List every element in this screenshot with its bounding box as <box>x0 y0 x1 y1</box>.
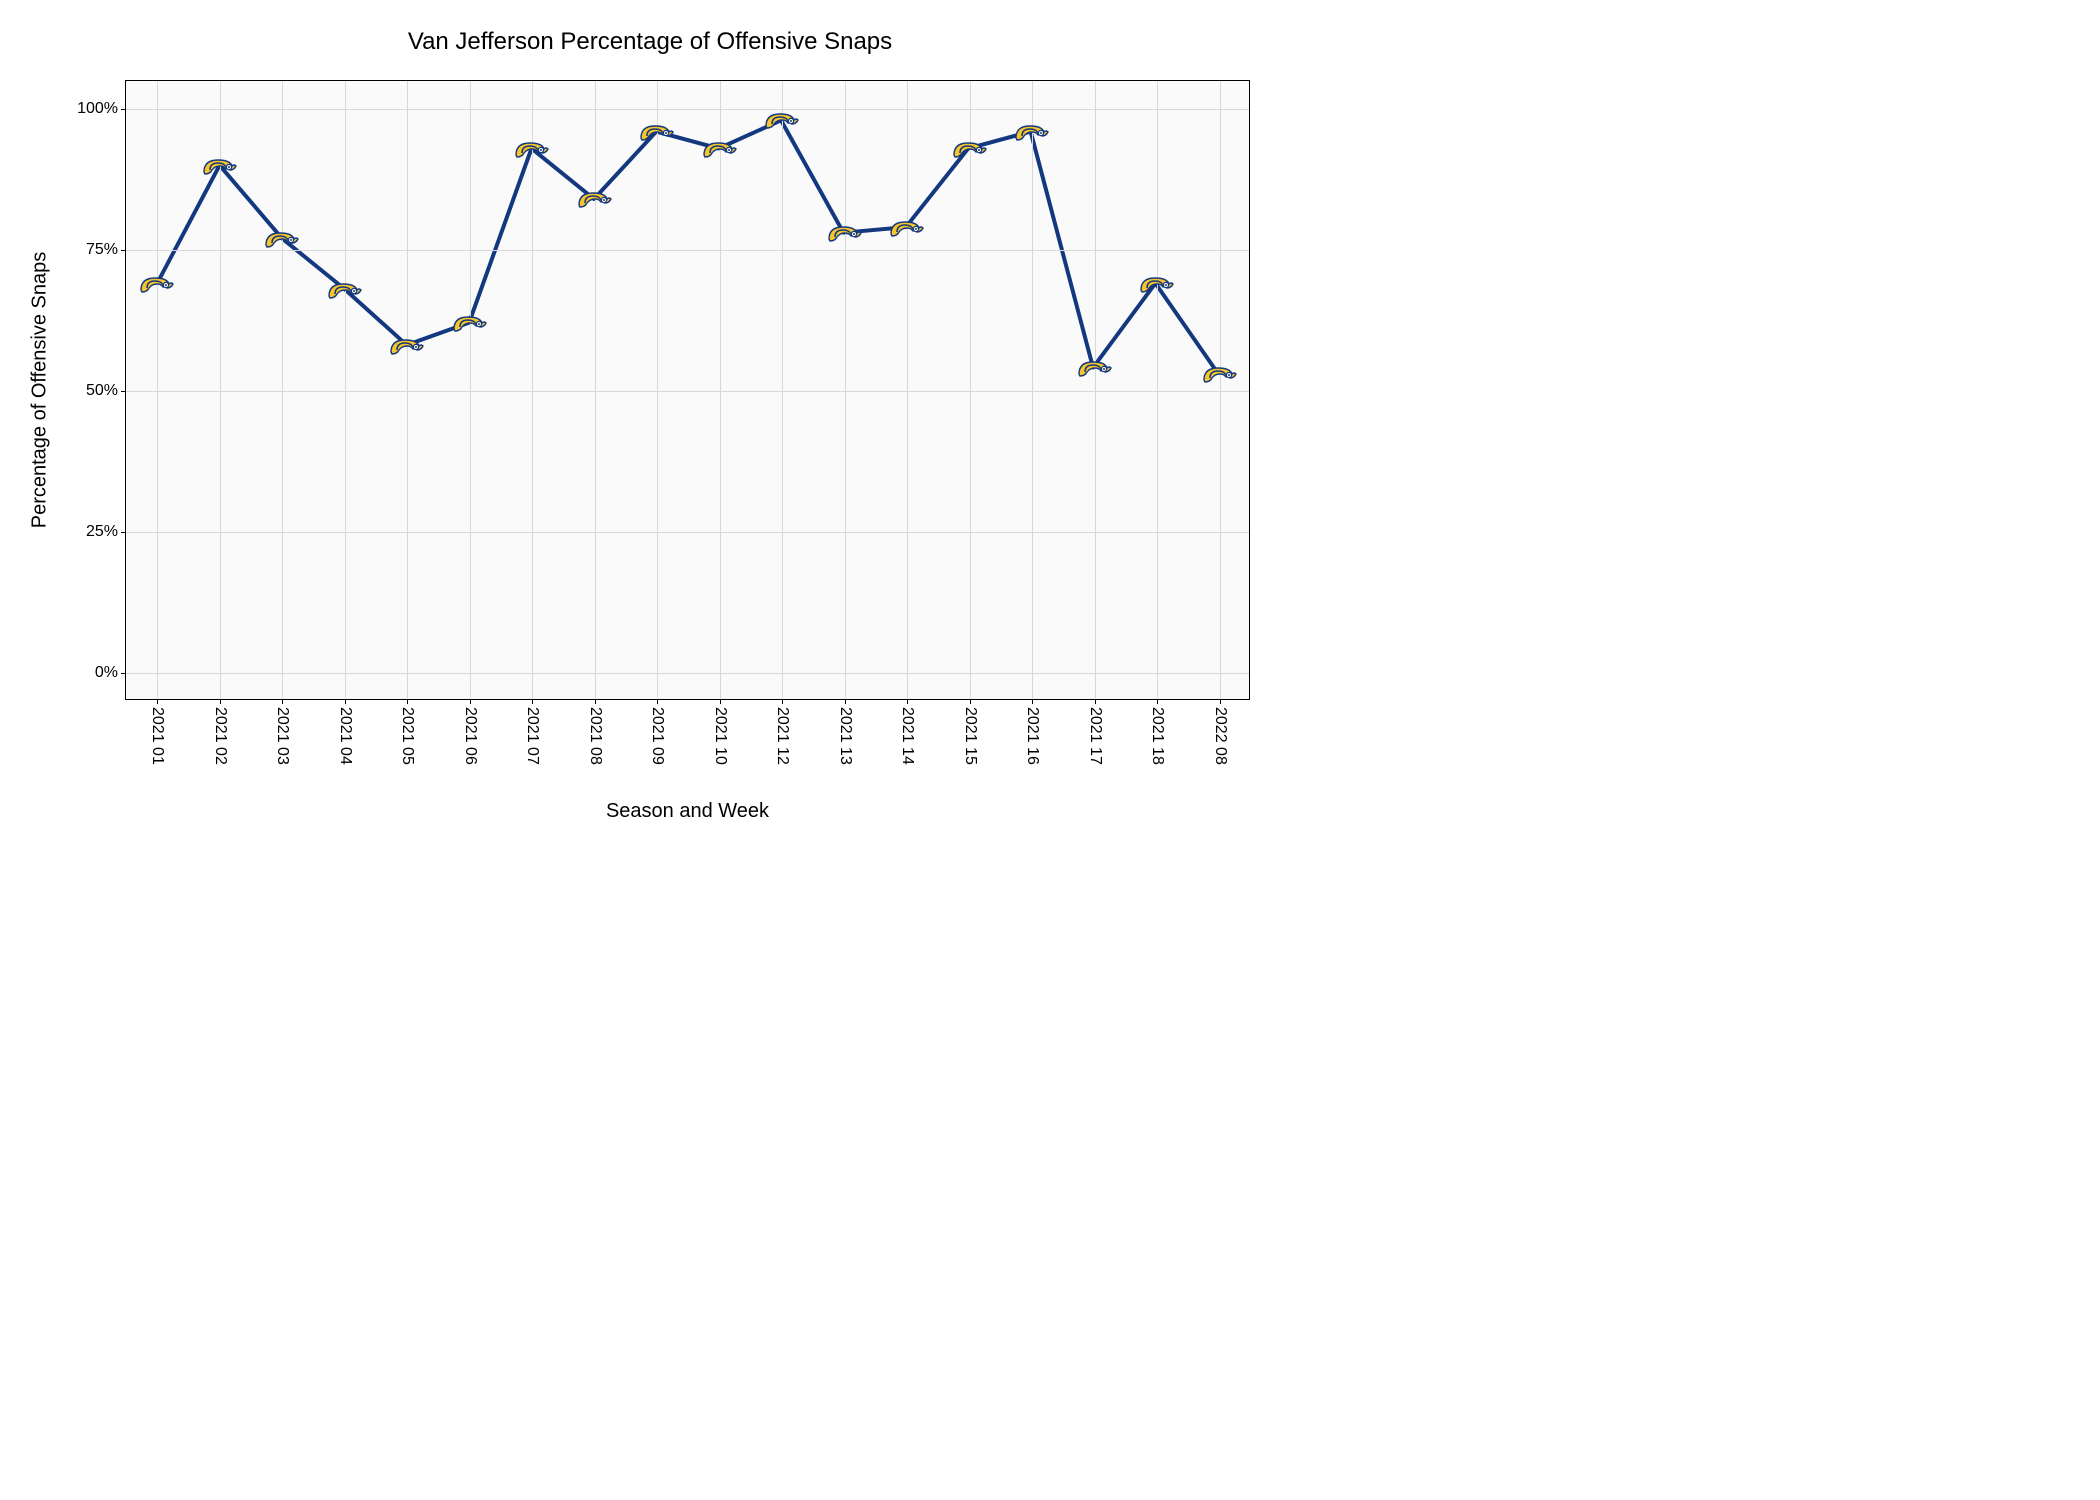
x-tick-mark <box>282 699 283 704</box>
x-tick-label: 2021 04 <box>336 707 354 765</box>
x-tick-mark <box>970 699 971 704</box>
x-tick-label: 2021 01 <box>148 707 166 765</box>
gridline-v <box>157 81 158 699</box>
x-tick-mark <box>532 699 533 704</box>
rams-logo-icon <box>889 216 925 240</box>
x-tick-mark <box>157 699 158 704</box>
chart-container: Van Jefferson Percentage of Offensive Sn… <box>20 20 1280 900</box>
x-axis-label: Season and Week <box>606 800 769 823</box>
x-tick-mark <box>657 699 658 704</box>
gridline-v <box>282 81 283 699</box>
x-tick-mark <box>1095 699 1096 704</box>
gridline-v <box>1032 81 1033 699</box>
rams-logo-icon <box>139 272 175 296</box>
gridline-v <box>407 81 408 699</box>
gridline-v <box>345 81 346 699</box>
gridline-v <box>782 81 783 699</box>
x-tick-label: 2021 13 <box>836 707 854 765</box>
x-tick-label: 2021 09 <box>648 707 666 765</box>
x-tick-label: 2021 06 <box>461 707 479 765</box>
rams-logo-icon <box>452 311 488 335</box>
gridline-v <box>720 81 721 699</box>
x-tick-mark <box>345 699 346 704</box>
y-tick-label: 100% <box>77 100 126 118</box>
rams-logo-icon <box>1139 272 1175 296</box>
rams-logo-icon <box>202 154 238 178</box>
rams-logo-icon <box>264 227 300 251</box>
gridline-v <box>532 81 533 699</box>
y-tick-label: 0% <box>95 664 126 682</box>
chart-title: Van Jefferson Percentage of Offensive Sn… <box>20 20 1280 71</box>
x-tick-mark <box>1032 699 1033 704</box>
rams-logo-icon <box>514 137 550 161</box>
x-tick-label: 2021 08 <box>586 707 604 765</box>
x-tick-label: 2021 15 <box>961 707 979 765</box>
gridline-v <box>1095 81 1096 699</box>
x-tick-mark <box>907 699 908 704</box>
x-tick-label: 2021 10 <box>711 707 729 765</box>
rams-logo-icon <box>1014 120 1050 144</box>
x-tick-label: 2021 03 <box>273 707 291 765</box>
rams-logo-icon <box>639 120 675 144</box>
x-tick-label: 2022 08 <box>1211 707 1229 765</box>
gridline-h <box>126 532 1249 533</box>
x-tick-label: 2021 14 <box>898 707 916 765</box>
x-tick-mark <box>1157 699 1158 704</box>
x-tick-label: 2021 05 <box>398 707 416 765</box>
gridline-v <box>1220 81 1221 699</box>
gridline-h <box>126 391 1249 392</box>
x-tick-mark <box>782 699 783 704</box>
x-tick-label: 2021 12 <box>773 707 791 765</box>
y-tick-label: 50% <box>86 382 126 400</box>
x-tick-label: 2021 16 <box>1023 707 1041 765</box>
line-series <box>126 81 1249 699</box>
gridline-v <box>595 81 596 699</box>
rams-logo-icon <box>952 137 988 161</box>
y-tick-label: 25% <box>86 523 126 541</box>
x-tick-mark <box>720 699 721 704</box>
rams-logo-icon <box>764 108 800 132</box>
gridline-h <box>126 673 1249 674</box>
gridline-v <box>845 81 846 699</box>
x-tick-mark <box>407 699 408 704</box>
gridline-v <box>907 81 908 699</box>
plot-area: 0%25%50%75%100%2021 012021 022021 032021… <box>125 80 1250 700</box>
y-axis-label: Percentage of Offensive Snaps <box>29 252 52 528</box>
rams-logo-icon <box>577 187 613 211</box>
rams-logo-icon <box>1077 356 1113 380</box>
x-tick-label: 2021 18 <box>1148 707 1166 765</box>
x-tick-mark <box>220 699 221 704</box>
gridline-v <box>970 81 971 699</box>
y-tick-label: 75% <box>86 241 126 259</box>
x-tick-label: 2021 07 <box>523 707 541 765</box>
gridline-v <box>470 81 471 699</box>
rams-logo-icon <box>1202 362 1238 386</box>
x-tick-label: 2021 17 <box>1086 707 1104 765</box>
rams-logo-icon <box>827 221 863 245</box>
x-tick-mark <box>595 699 596 704</box>
x-tick-mark <box>1220 699 1221 704</box>
rams-logo-icon <box>389 334 425 358</box>
x-tick-mark <box>845 699 846 704</box>
line-path <box>157 120 1218 373</box>
rams-logo-icon <box>327 278 363 302</box>
gridline-h <box>126 109 1249 110</box>
rams-logo-icon <box>702 137 738 161</box>
x-tick-mark <box>470 699 471 704</box>
x-tick-label: 2021 02 <box>211 707 229 765</box>
gridline-v <box>657 81 658 699</box>
gridline-v <box>1157 81 1158 699</box>
